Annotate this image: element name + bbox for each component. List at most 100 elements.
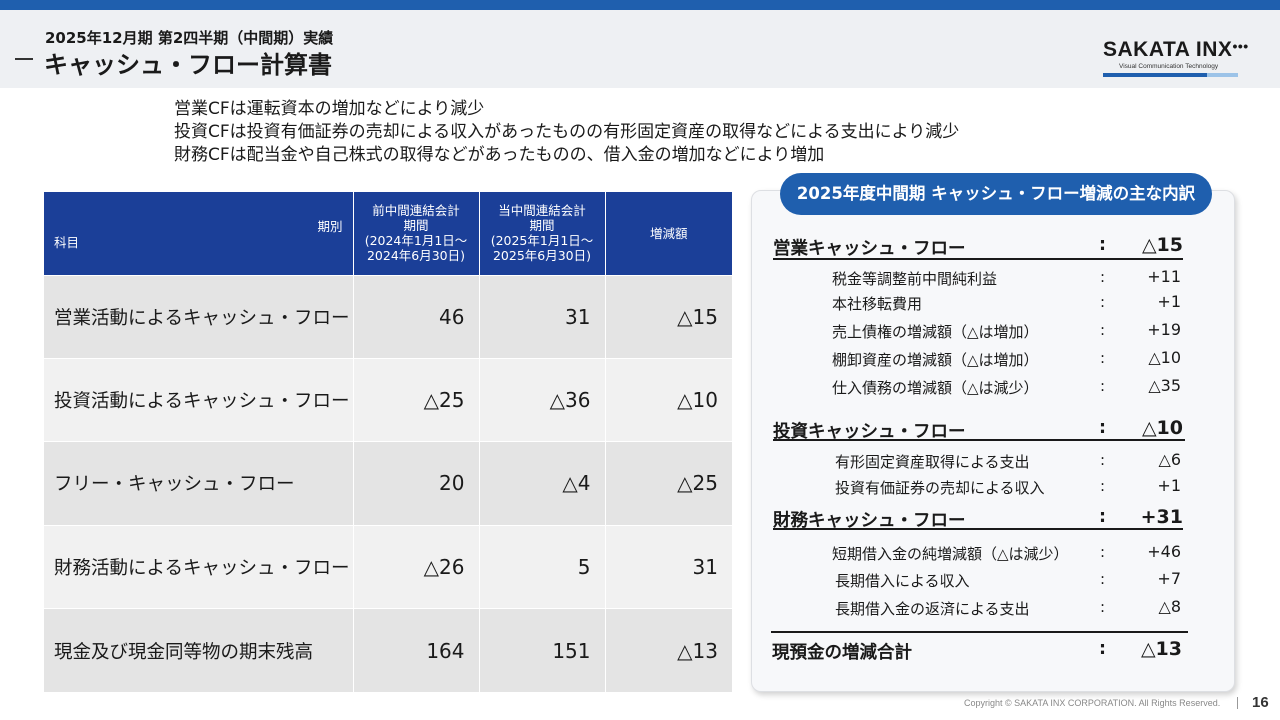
colon: : <box>1099 418 1106 438</box>
breakdown-item-label: 仕入債務の増減額（△は減少） <box>832 379 1039 397</box>
breakdown-item-value: △35 <box>1148 376 1181 395</box>
total-change-label: 現預金の増減合計 <box>772 643 912 663</box>
operating-cf-value: △15 <box>1141 234 1183 256</box>
section-underline <box>773 439 1185 441</box>
header-corner-cell: 期別 科目 <box>44 192 354 275</box>
top-accent-bar <box>0 0 1280 10</box>
operating-cf-label: 営業キャッシュ・フロー <box>773 239 966 259</box>
row-curr-value: △4 <box>479 441 606 526</box>
breakdown-item-value: △8 <box>1158 597 1181 616</box>
colon: : <box>1099 235 1106 255</box>
row-prev-value: △25 <box>353 357 480 442</box>
row-curr-value: 5 <box>479 524 606 609</box>
summary-text: 営業CFは運転資本の増加などにより減少 投資CFは投資有価証券の売却による収入が… <box>174 98 959 167</box>
total-change-value: △13 <box>1140 638 1182 660</box>
table-row: 現金及び現金同等物の期末残高 164 151 △13 <box>44 608 732 692</box>
breakdown-panel-title: 2025年度中間期 キャッシュ・フロー増減の主な内訳 <box>780 173 1212 215</box>
table-row: 財務活動によるキャッシュ・フロー △26 5 31 <box>44 524 732 609</box>
copyright-text: Copyright © SAKATA INX CORPORATION. All … <box>964 698 1221 708</box>
logo-bar-light <box>1207 73 1238 77</box>
breakdown-panel <box>751 190 1235 692</box>
slide-title: キャッシュ・フロー計算書 <box>44 51 332 79</box>
row-label: 現金及び現金同等物の期末残高 <box>44 608 354 692</box>
header-text: 期間 <box>529 218 555 234</box>
investing-cf-label: 投資キャッシュ・フロー <box>773 422 966 442</box>
breakdown-item-value: +46 <box>1147 542 1181 561</box>
total-divider <box>771 631 1188 633</box>
investing-cf-value: △10 <box>1141 417 1183 439</box>
slide-subtitle: 2025年12月期 第2四半期（中間期）実績 <box>45 29 334 47</box>
section-underline <box>773 258 1183 260</box>
breakdown-item-label: 本社移転費用 <box>832 295 923 313</box>
colon: : <box>1100 570 1106 588</box>
colon: : <box>1099 507 1106 527</box>
breakdown-item-label: 有形固定資産取得による支出 <box>835 453 1030 471</box>
breakdown-item-label: 長期借入による収入 <box>835 572 970 590</box>
colon: : <box>1100 349 1106 367</box>
row-label: 営業活動によるキャッシュ・フロー <box>44 274 354 359</box>
table-row: 投資活動によるキャッシュ・フロー △25 △36 △10 <box>44 357 732 442</box>
header-prev-period: 前中間連結会計 期間 (2024年1月1日～ 2024年6月30日) <box>353 192 480 275</box>
header-period-label: 期別 <box>317 219 343 234</box>
footer-separator <box>1237 697 1238 709</box>
row-prev-value: △26 <box>353 524 480 609</box>
page-number: 16 <box>1252 694 1269 711</box>
row-prev-value: 46 <box>353 274 480 359</box>
breakdown-item-value: △10 <box>1148 348 1181 367</box>
breakdown-item-value: +1 <box>1157 292 1181 311</box>
header-text: 期間 <box>403 218 429 234</box>
row-change-value: △10 <box>605 357 732 442</box>
breakdown-item-label: 短期借入金の純増減額（△は減少） <box>832 545 1069 563</box>
header-text: 前中間連結会計 <box>372 203 460 219</box>
breakdown-item-value: +11 <box>1147 267 1181 286</box>
breakdown-item-value: △6 <box>1158 450 1181 469</box>
summary-line: 財務CFは配当金や自己株式の取得などがあったものの、借入金の増加などにより増加 <box>174 145 825 165</box>
summary-line: 営業CFは運転資本の増加などにより減少 <box>174 99 485 119</box>
header-item-label: 科目 <box>54 235 80 250</box>
row-change-value: △15 <box>605 274 732 359</box>
logo-tagline: Visual Communication Technology <box>1119 63 1219 70</box>
summary-line: 投資CFは投資有価証券の売却による収入があったものの有形固定資産の取得などによる… <box>174 122 960 142</box>
table-row: 営業活動によるキャッシュ・フロー 46 31 △15 <box>44 274 732 359</box>
breakdown-item-label: 税金等調整前中間純利益 <box>832 270 998 288</box>
header-text: 2024年6月30日) <box>366 248 466 264</box>
row-change-value: △13 <box>605 608 732 692</box>
breakdown-item-label: 棚卸資産の増減額（△は増加） <box>832 351 1039 369</box>
row-label: 投資活動によるキャッシュ・フロー <box>44 357 354 442</box>
company-logo: SAKATA INX••• Visual Communication Techn… <box>1103 38 1248 82</box>
row-prev-value: 164 <box>353 608 480 692</box>
breakdown-item-label: 長期借入金の返済による支出 <box>835 600 1030 618</box>
row-change-value: △25 <box>605 441 732 526</box>
header-text: (2025年1月1日～ <box>490 233 594 249</box>
colon: : <box>1100 377 1106 395</box>
row-prev-value: 20 <box>353 441 480 526</box>
financing-cf-value: +31 <box>1140 506 1183 528</box>
table-header-row: 期別 科目 前中間連結会計 期間 (2024年1月1日～ 2024年6月30日)… <box>44 192 732 275</box>
logo-wordmark: SAKATA INX••• <box>1103 38 1249 61</box>
breakdown-item-label: 売上債権の増減額（△は増加） <box>832 323 1039 341</box>
colon: : <box>1100 268 1106 286</box>
breakdown-item-label: 投資有価証券の売却による収入 <box>835 479 1045 497</box>
colon: : <box>1099 639 1106 659</box>
financing-cf-label: 財務キャッシュ・フロー <box>773 511 966 531</box>
slide-header: 2025年12月期 第2四半期（中間期）実績 キャッシュ・フロー計算書 SAKA… <box>0 10 1280 88</box>
colon: : <box>1100 321 1106 339</box>
row-curr-value: 151 <box>479 608 606 692</box>
breakdown-item-value: +7 <box>1157 569 1181 588</box>
row-label: フリー・キャッシュ・フロー <box>44 441 354 526</box>
row-curr-value: △36 <box>479 357 606 442</box>
colon: : <box>1100 598 1106 616</box>
cash-flow-table: 期別 科目 前中間連結会計 期間 (2024年1月1日～ 2024年6月30日)… <box>44 192 732 692</box>
colon: : <box>1100 477 1106 495</box>
colon: : <box>1100 293 1106 311</box>
header-curr-period: 当中間連結会計 期間 (2025年1月1日～ 2025年6月30日) <box>479 192 606 275</box>
breakdown-item-value: +19 <box>1147 320 1181 339</box>
header-text: 2025年6月30日) <box>492 248 592 264</box>
breakdown-item-value: +1 <box>1157 476 1181 495</box>
logo-bar <box>1103 73 1207 77</box>
section-underline <box>773 528 1183 530</box>
row-change-value: 31 <box>605 524 732 609</box>
header-change: 増減額 <box>605 192 732 275</box>
header-text: 当中間連結会計 <box>498 203 586 219</box>
row-label: 財務活動によるキャッシュ・フロー <box>44 524 354 609</box>
